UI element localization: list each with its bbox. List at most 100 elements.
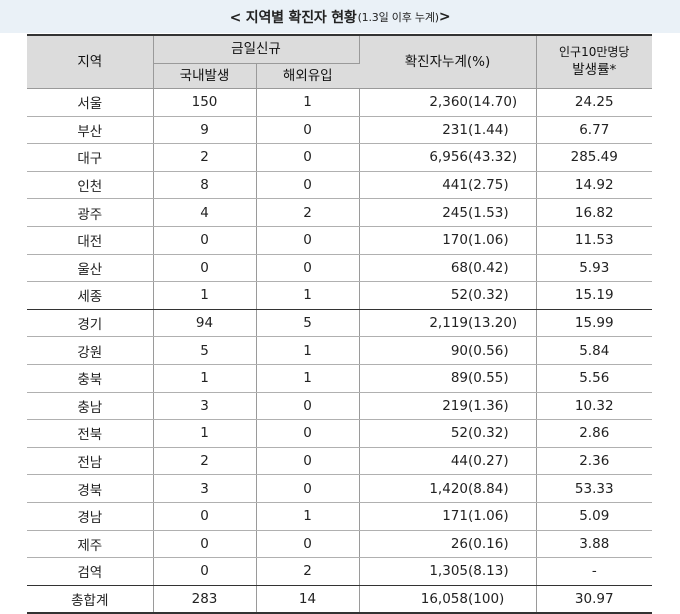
cell-domestic: 4 (153, 198, 257, 227)
cell-percent: (0.32) (468, 419, 537, 448)
cell-percent: (1.44) (468, 116, 537, 145)
header-per100k: 인구10만명당 발생률* (536, 35, 652, 89)
cell-imported: 1 (256, 281, 360, 310)
table-row: 경기 94 5 2,119 (13.20) 15.99 (27, 309, 652, 338)
cell-cumulative: 2,119 (359, 309, 468, 338)
cell-region: 대전 (27, 226, 154, 255)
table-row: 제주 0 0 26 (0.16) 3.88 (27, 530, 652, 559)
cell-rate: - (536, 557, 652, 586)
cell-imported: 1 (256, 336, 360, 365)
table-title: < 지역별 확진자 현황 (1.3일 이후 누계) > (0, 0, 680, 33)
table-row: 부산 9 0 231 (1.44) 6.77 (27, 116, 652, 145)
cell-percent: (43.32) (468, 143, 537, 172)
cell-rate: 14.92 (536, 171, 652, 200)
cell-region: 제주 (27, 530, 154, 559)
cell-rate: 5.84 (536, 336, 652, 365)
cell-domestic: 1 (153, 364, 257, 393)
table-row: 서울 150 1 2,360 (14.70) 24.25 (27, 88, 652, 117)
cell-imported: 0 (256, 171, 360, 200)
header-imported: 해외유입 (256, 63, 359, 89)
table-row: 세종 1 1 52 (0.32) 15.19 (27, 281, 652, 310)
cell-rate: 11.53 (536, 226, 652, 255)
header-per100k-line1: 인구10만명당 (559, 44, 630, 59)
cell-domestic: 5 (153, 336, 257, 365)
table-row: 충북 1 1 89 (0.55) 5.56 (27, 364, 652, 393)
table-title-main: < 지역별 확진자 현황 (229, 9, 357, 26)
cell-percent: (0.27) (468, 447, 537, 476)
cell-region: 울산 (27, 254, 154, 283)
cell-region: 검역 (27, 557, 154, 586)
table-header: 지역 금일신규 확진자누계(%) 인구10만명당 발생률* 국내발생 해외유입 (27, 35, 652, 89)
cell-imported: 2 (256, 557, 360, 586)
cell-rate: 2.86 (536, 419, 652, 448)
cell-imported: 0 (256, 226, 360, 255)
header-today-new: 금일신규 (153, 35, 360, 64)
cell-rate: 30.97 (536, 584, 652, 614)
cell-region: 경남 (27, 502, 154, 531)
table-row: 강원 5 1 90 (0.56) 5.84 (27, 336, 652, 365)
table-row: 검역 0 2 1,305 (8.13) - (27, 557, 652, 586)
regional-cases-table-wrap: 지역 금일신규 확진자누계(%) 인구10만명당 발생률* 국내발생 해외유입 … (27, 34, 652, 614)
cell-percent: (1.06) (468, 226, 537, 255)
cell-domestic: 9 (153, 116, 257, 145)
cell-rate: 285.49 (536, 143, 652, 172)
cell-region: 전북 (27, 419, 154, 448)
table-row: 충남 3 0 219 (1.36) 10.32 (27, 392, 652, 421)
cell-domestic: 2 (153, 447, 257, 476)
cell-cumulative: 6,956 (359, 143, 468, 172)
cell-cumulative: 89 (359, 364, 468, 393)
table-row: 인천 8 0 441 (2.75) 14.92 (27, 171, 652, 200)
header-per100k-line2: 발생률* (572, 62, 617, 79)
cell-imported: 1 (256, 88, 360, 117)
cell-percent: (0.56) (468, 336, 537, 365)
table-row-total: 총합계 283 14 16,058 (100) 30.97 (27, 584, 652, 614)
regional-cases-table: 지역 금일신규 확진자누계(%) 인구10만명당 발생률* 국내발생 해외유입 … (27, 34, 652, 614)
table-row: 광주 4 2 245 (1.53) 16.82 (27, 198, 652, 227)
cell-cumulative: 52 (359, 419, 468, 448)
table-row: 전북 1 0 52 (0.32) 2.86 (27, 419, 652, 448)
cell-domestic: 1 (153, 419, 257, 448)
cell-percent: (100) (468, 584, 537, 614)
cell-cumulative: 16,058 (359, 584, 468, 614)
cell-percent: (0.16) (468, 530, 537, 559)
cell-rate: 15.19 (536, 281, 652, 310)
table-row: 경북 3 0 1,420 (8.84) 53.33 (27, 474, 652, 503)
cell-cumulative: 90 (359, 336, 468, 365)
cell-imported: 14 (256, 584, 360, 614)
cell-rate: 5.09 (536, 502, 652, 531)
cell-rate: 10.32 (536, 392, 652, 421)
cell-percent: (13.20) (468, 309, 537, 338)
table-row: 울산 0 0 68 (0.42) 5.93 (27, 254, 652, 283)
cell-region: 총합계 (27, 584, 154, 614)
cell-imported: 0 (256, 143, 360, 172)
cell-rate: 5.56 (536, 364, 652, 393)
cell-cumulative: 170 (359, 226, 468, 255)
cell-domestic: 150 (153, 88, 257, 117)
cell-region: 광주 (27, 198, 154, 227)
cell-cumulative: 52 (359, 281, 468, 310)
cell-domestic: 94 (153, 309, 257, 338)
cell-imported: 0 (256, 116, 360, 145)
cell-region: 충남 (27, 392, 154, 421)
cell-rate: 3.88 (536, 530, 652, 559)
table-row: 전남 2 0 44 (0.27) 2.36 (27, 447, 652, 476)
cell-rate: 15.99 (536, 309, 652, 338)
cell-imported: 2 (256, 198, 360, 227)
cell-domestic: 1 (153, 281, 257, 310)
cell-region: 대구 (27, 143, 154, 172)
cell-cumulative: 44 (359, 447, 468, 476)
cell-imported: 0 (256, 447, 360, 476)
cell-imported: 0 (256, 254, 360, 283)
cell-imported: 0 (256, 474, 360, 503)
cell-imported: 1 (256, 364, 360, 393)
cell-region: 서울 (27, 88, 154, 117)
cell-percent: (2.75) (468, 171, 537, 200)
cell-percent: (1.53) (468, 198, 537, 227)
cell-cumulative: 68 (359, 254, 468, 283)
cell-domestic: 0 (153, 557, 257, 586)
cell-domestic: 0 (153, 530, 257, 559)
cell-percent: (8.84) (468, 474, 537, 503)
cell-cumulative: 1,420 (359, 474, 468, 503)
header-region: 지역 (27, 35, 154, 89)
cell-rate: 5.93 (536, 254, 652, 283)
